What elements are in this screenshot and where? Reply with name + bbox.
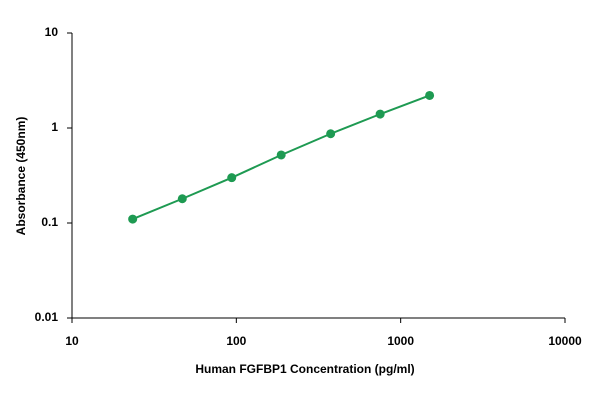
data-point: [375, 109, 385, 119]
x-tick-label: 10000: [548, 334, 582, 348]
x-tick-label: 1000: [387, 334, 414, 348]
y-tick-label: 0.01: [35, 310, 59, 324]
data-point: [276, 150, 286, 160]
y-tick-label: 10: [45, 25, 59, 39]
data-point: [425, 90, 435, 100]
y-tick-label: 0.1: [41, 215, 58, 229]
data-point: [128, 214, 138, 224]
x-tick-label: 100: [226, 334, 246, 348]
y-axis-label: Absorbance (450nm): [14, 117, 28, 236]
data-point: [177, 194, 187, 204]
data-point: [326, 129, 336, 139]
data-point: [227, 173, 237, 183]
x-tick-label: 10: [65, 334, 79, 348]
x-axis-label: Human FGFBP1 Concentration (pg/ml): [195, 362, 414, 376]
y-tick-label: 1: [51, 120, 58, 134]
